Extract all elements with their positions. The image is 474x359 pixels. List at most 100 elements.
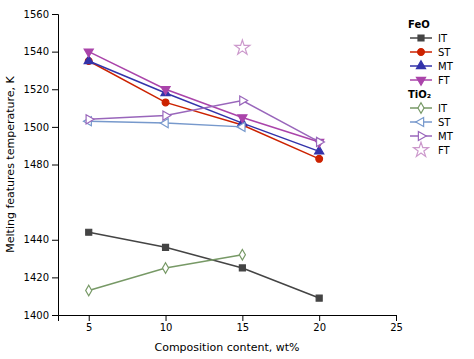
series xyxy=(85,58,322,163)
legend-entry: IT xyxy=(410,33,448,44)
point xyxy=(84,49,93,57)
point xyxy=(162,99,169,106)
tick-label: 1420 xyxy=(24,272,49,283)
tick-mark xyxy=(52,277,58,278)
tick-label: 25 xyxy=(390,322,403,333)
point xyxy=(86,285,92,296)
series xyxy=(84,49,324,147)
legend-label: IT xyxy=(438,33,448,44)
legend-swatch-marker xyxy=(418,103,424,114)
point xyxy=(86,115,94,124)
tick-mark xyxy=(166,315,167,321)
tick: 1420 xyxy=(24,272,58,283)
tick-label: 1480 xyxy=(24,159,49,170)
chart: 5101520251400142014401480150015201540156… xyxy=(0,0,474,359)
legend-entry: FT xyxy=(413,142,450,156)
tick-mark xyxy=(319,315,320,321)
tick-mark xyxy=(52,14,58,15)
point xyxy=(239,250,245,261)
legend-swatch-marker xyxy=(416,77,425,85)
legend-entry: ST xyxy=(410,47,451,58)
legend: FeOITSTMTFTTiO₂ITSTMTFT xyxy=(408,19,454,156)
legend-label: ST xyxy=(438,117,451,128)
point xyxy=(161,87,170,95)
tick-label: 15 xyxy=(236,322,249,333)
tick-label: 5 xyxy=(86,322,92,333)
legend-entry: MT xyxy=(410,61,454,72)
x-axis-title: Composition content, wt% xyxy=(154,341,299,354)
tick-label: 1440 xyxy=(24,234,49,245)
tick-label: 1400 xyxy=(24,310,49,321)
legend-swatch-marker xyxy=(418,35,424,41)
series xyxy=(86,229,322,301)
tick: 20 xyxy=(313,315,326,333)
point xyxy=(240,96,248,105)
tick: 1560 xyxy=(24,9,58,20)
tick: 1400 xyxy=(24,310,58,321)
tick-mark xyxy=(396,315,397,321)
tick-mark xyxy=(242,315,243,321)
legend-header: FeO xyxy=(408,19,430,30)
line xyxy=(89,61,319,151)
tick: 1440 xyxy=(24,234,58,245)
tick: 1520 xyxy=(24,84,58,95)
tick: 1480 xyxy=(24,159,58,170)
tick: 1540 xyxy=(24,46,58,57)
axis-line xyxy=(59,316,397,322)
legend-label: FT xyxy=(438,75,451,86)
point xyxy=(237,122,245,131)
tick-mark xyxy=(52,240,58,241)
tick: 5 xyxy=(86,315,92,333)
tick-label: 1560 xyxy=(24,9,49,20)
point xyxy=(316,295,322,301)
legend-swatch-marker xyxy=(416,61,425,69)
tick-mark xyxy=(52,127,58,128)
legend-entry: FT xyxy=(410,75,451,86)
tick-mark xyxy=(52,165,58,166)
point xyxy=(317,137,325,146)
line xyxy=(89,255,243,291)
legend-swatch-marker xyxy=(413,142,428,156)
legend-header: TiO₂ xyxy=(408,89,431,100)
point xyxy=(163,263,169,274)
legend-entry: MT xyxy=(410,131,454,142)
plot: 5101520251400142014401480150015201540156… xyxy=(24,9,403,333)
legend-swatch-marker xyxy=(416,117,424,126)
x-axis: 5 10 15 20 25 xyxy=(59,315,403,333)
tick-label: 1520 xyxy=(24,84,49,95)
tick-mark xyxy=(52,89,58,90)
legend-label: IT xyxy=(438,103,448,114)
series xyxy=(235,40,250,54)
line xyxy=(89,101,319,142)
marks xyxy=(83,40,324,301)
legend-swatch-marker xyxy=(418,49,425,56)
point xyxy=(316,155,323,162)
tick-mark xyxy=(52,315,58,316)
tick: 25 xyxy=(390,315,403,333)
y-axis: 1400 1420 1440 1480 1500 1520 1540 1560 xyxy=(24,9,59,321)
line xyxy=(89,61,319,159)
legend-entry: IT xyxy=(410,103,448,114)
legend-swatch-marker xyxy=(418,131,426,140)
tick-label: 10 xyxy=(160,322,173,333)
line xyxy=(89,52,319,142)
series xyxy=(86,250,246,296)
tick-label: 1540 xyxy=(24,46,49,57)
tick-label: 20 xyxy=(313,322,326,333)
point xyxy=(86,229,92,235)
point xyxy=(235,40,250,54)
tick-label: 1500 xyxy=(24,122,49,133)
legend-entry: ST xyxy=(410,117,451,128)
tick-mark xyxy=(52,52,58,53)
tick: 10 xyxy=(160,315,173,333)
legend-label: MT xyxy=(438,61,454,72)
legend-label: MT xyxy=(438,131,454,142)
line xyxy=(89,232,319,298)
tick: 15 xyxy=(236,315,249,333)
point xyxy=(163,111,171,120)
legend-label: ST xyxy=(438,47,451,58)
series xyxy=(84,56,324,154)
point xyxy=(239,265,245,271)
y-axis-title: Melting features temperature, K xyxy=(4,76,17,253)
tick: 1500 xyxy=(24,122,58,133)
